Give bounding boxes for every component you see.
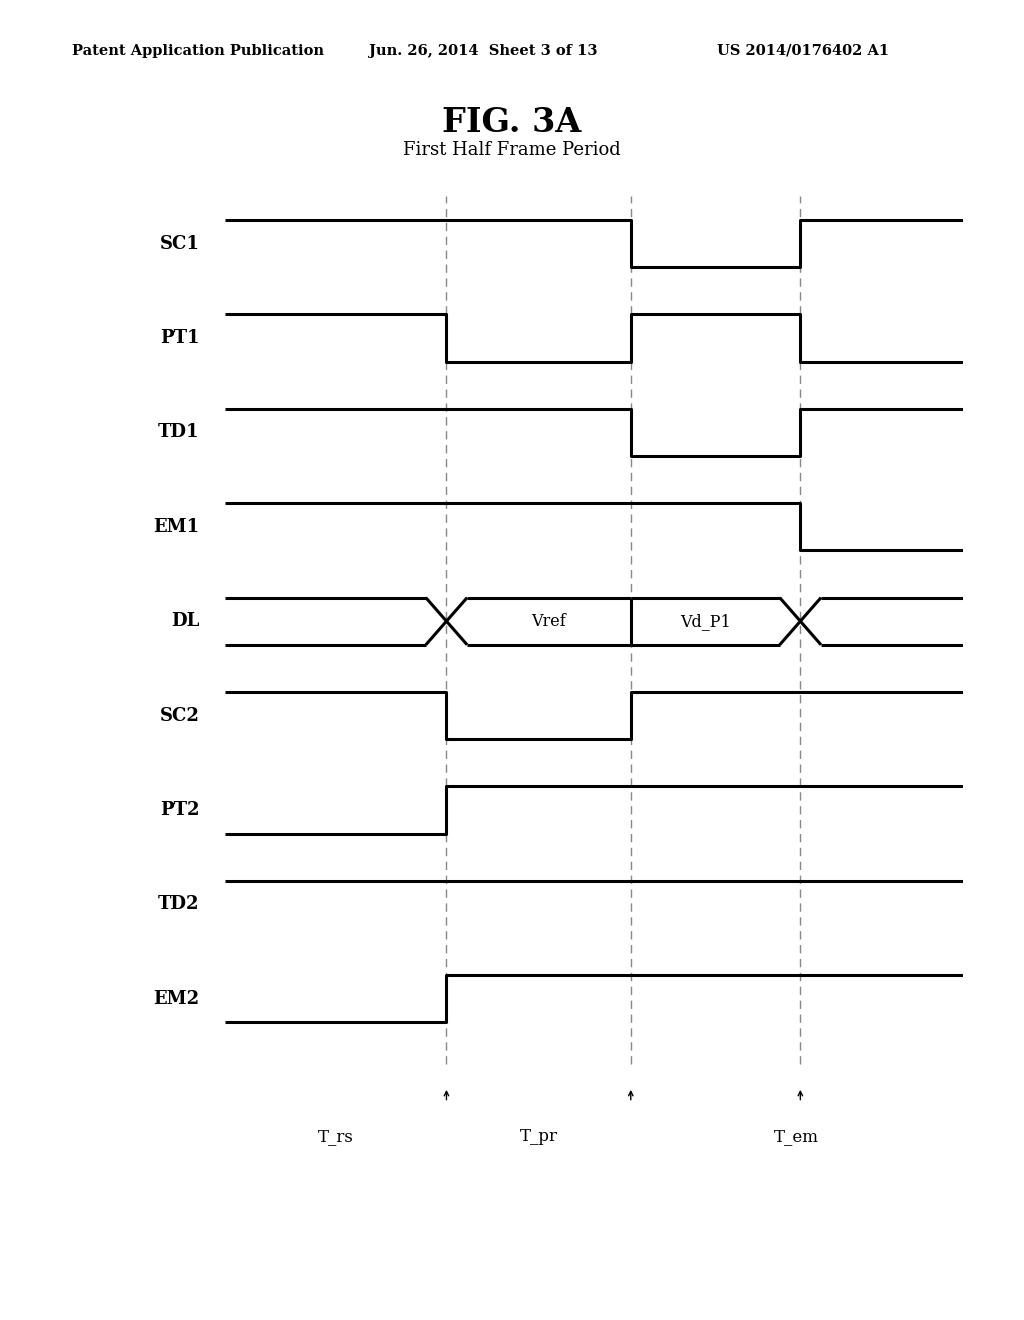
Text: DL: DL <box>171 612 200 630</box>
Text: SC1: SC1 <box>160 235 200 252</box>
Text: T_pr: T_pr <box>519 1129 558 1146</box>
Text: T_em: T_em <box>774 1129 819 1146</box>
Text: TD1: TD1 <box>158 424 200 441</box>
Text: Patent Application Publication: Patent Application Publication <box>72 44 324 58</box>
Text: EM1: EM1 <box>154 517 200 536</box>
Text: First Half Frame Period: First Half Frame Period <box>403 141 621 160</box>
Text: PT1: PT1 <box>160 329 200 347</box>
Text: T_rs: T_rs <box>317 1129 354 1146</box>
Text: Vd_P1: Vd_P1 <box>680 612 731 630</box>
Text: PT2: PT2 <box>160 801 200 818</box>
Text: Jun. 26, 2014  Sheet 3 of 13: Jun. 26, 2014 Sheet 3 of 13 <box>369 44 597 58</box>
Text: US 2014/0176402 A1: US 2014/0176402 A1 <box>717 44 889 58</box>
Text: SC2: SC2 <box>160 706 200 725</box>
Text: FIG. 3A: FIG. 3A <box>442 106 582 139</box>
Text: TD2: TD2 <box>158 895 200 913</box>
Text: Vref: Vref <box>531 612 566 630</box>
Text: EM2: EM2 <box>154 990 200 1007</box>
